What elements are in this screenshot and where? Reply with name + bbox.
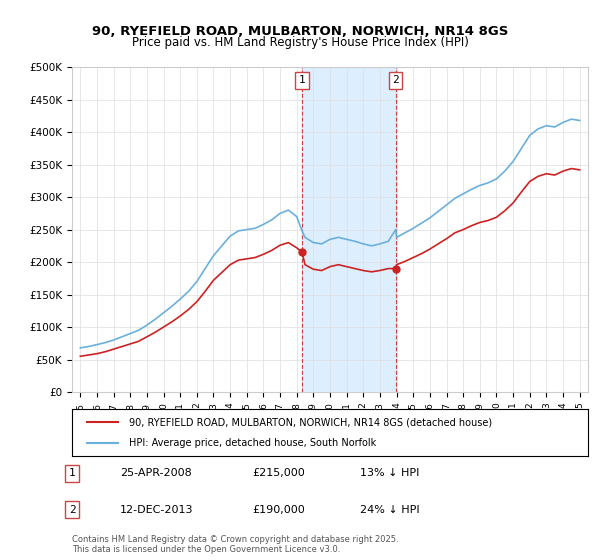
Text: Price paid vs. HM Land Registry's House Price Index (HPI): Price paid vs. HM Land Registry's House … [131, 36, 469, 49]
Text: 90, RYEFIELD ROAD, MULBARTON, NORWICH, NR14 8GS (detached house): 90, RYEFIELD ROAD, MULBARTON, NORWICH, N… [129, 417, 492, 427]
Text: £215,000: £215,000 [252, 468, 305, 478]
Text: £190,000: £190,000 [252, 505, 305, 515]
Text: 25-APR-2008: 25-APR-2008 [120, 468, 192, 478]
Text: 1: 1 [68, 468, 76, 478]
Text: HPI: Average price, detached house, South Norfolk: HPI: Average price, detached house, Sout… [129, 438, 376, 448]
Text: Contains HM Land Registry data © Crown copyright and database right 2025.
This d: Contains HM Land Registry data © Crown c… [72, 535, 398, 554]
Text: 2: 2 [68, 505, 76, 515]
Bar [302, 67, 396, 392]
Text: 12-DEC-2013: 12-DEC-2013 [120, 505, 193, 515]
Text: 2: 2 [392, 75, 399, 85]
Text: 13% ↓ HPI: 13% ↓ HPI [360, 468, 419, 478]
Text: 24% ↓ HPI: 24% ↓ HPI [360, 505, 419, 515]
Text: 90, RYEFIELD ROAD, MULBARTON, NORWICH, NR14 8GS: 90, RYEFIELD ROAD, MULBARTON, NORWICH, N… [92, 25, 508, 38]
Text: 1: 1 [299, 75, 305, 85]
